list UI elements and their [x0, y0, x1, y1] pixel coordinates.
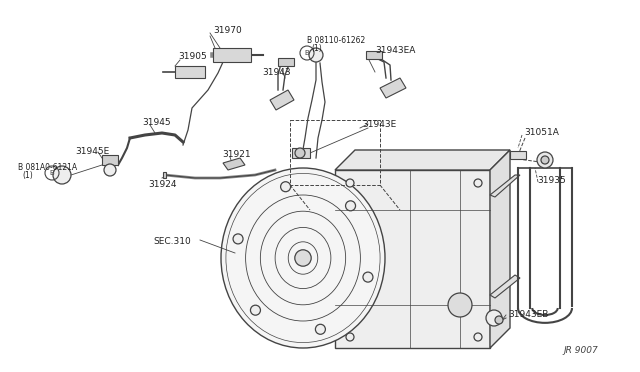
Text: 31921: 31921: [222, 150, 251, 159]
Text: 31943E: 31943E: [362, 120, 396, 129]
Polygon shape: [335, 150, 510, 170]
Polygon shape: [102, 155, 118, 165]
Polygon shape: [223, 158, 245, 170]
Circle shape: [495, 316, 503, 324]
Circle shape: [346, 333, 354, 341]
Polygon shape: [278, 58, 294, 66]
Text: B: B: [305, 50, 309, 56]
Circle shape: [53, 166, 71, 184]
Circle shape: [250, 305, 260, 315]
Circle shape: [233, 234, 243, 244]
Circle shape: [474, 179, 482, 187]
Polygon shape: [490, 275, 520, 298]
Text: B: B: [50, 170, 54, 176]
Circle shape: [474, 333, 482, 341]
Circle shape: [541, 156, 549, 164]
Text: B 081A0-6121A: B 081A0-6121A: [18, 163, 77, 172]
Polygon shape: [490, 150, 510, 348]
Circle shape: [346, 201, 356, 211]
Polygon shape: [510, 151, 526, 159]
Text: 31943EB: 31943EB: [508, 310, 548, 319]
Polygon shape: [366, 51, 382, 59]
Text: (1): (1): [22, 171, 33, 180]
Circle shape: [309, 48, 323, 62]
Text: 31943EA: 31943EA: [375, 46, 415, 55]
Text: JR 9007: JR 9007: [563, 346, 598, 355]
Text: 31970: 31970: [213, 26, 242, 35]
Circle shape: [346, 179, 354, 187]
Circle shape: [316, 324, 325, 334]
Text: 31935: 31935: [537, 176, 566, 185]
Polygon shape: [175, 66, 205, 78]
Circle shape: [486, 310, 502, 326]
Text: 31945: 31945: [142, 118, 171, 127]
Circle shape: [537, 152, 553, 168]
Circle shape: [104, 164, 116, 176]
Polygon shape: [335, 170, 490, 348]
Polygon shape: [213, 48, 251, 62]
Text: 31924: 31924: [148, 180, 177, 189]
Circle shape: [295, 148, 305, 158]
Circle shape: [448, 293, 472, 317]
Text: (1): (1): [311, 44, 322, 53]
Polygon shape: [292, 148, 310, 158]
Text: 31945E: 31945E: [75, 147, 109, 156]
Text: SEC.310: SEC.310: [153, 237, 191, 246]
Text: 31905: 31905: [178, 52, 207, 61]
Circle shape: [280, 182, 291, 192]
Polygon shape: [380, 78, 406, 98]
Polygon shape: [163, 172, 166, 178]
Text: 31051A: 31051A: [524, 128, 559, 137]
Ellipse shape: [221, 168, 385, 348]
Polygon shape: [270, 90, 294, 110]
Text: 31943: 31943: [262, 68, 291, 77]
Circle shape: [363, 272, 373, 282]
Polygon shape: [490, 175, 520, 197]
Text: B 08110-61262: B 08110-61262: [307, 36, 365, 45]
Circle shape: [295, 250, 311, 266]
